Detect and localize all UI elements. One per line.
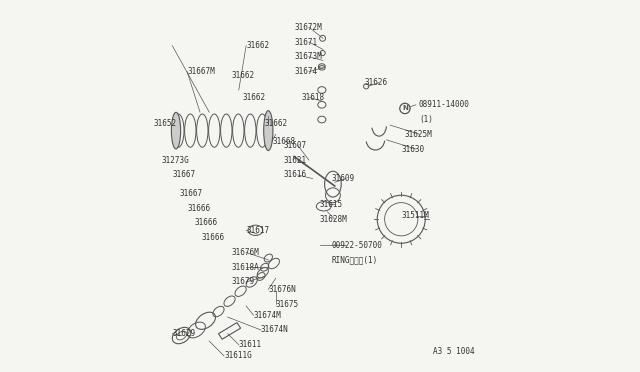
- Text: 31662: 31662: [243, 93, 266, 102]
- Text: 31611G: 31611G: [224, 351, 252, 360]
- Text: 31667: 31667: [172, 170, 195, 179]
- Text: 31628M: 31628M: [320, 215, 348, 224]
- Text: 31671: 31671: [294, 38, 317, 46]
- Text: 31676M: 31676M: [232, 248, 259, 257]
- Text: 31676N: 31676N: [268, 285, 296, 294]
- Text: 31617: 31617: [246, 226, 269, 235]
- Text: RINGリング(1): RINGリング(1): [331, 255, 378, 264]
- Text: 31674N: 31674N: [261, 326, 289, 334]
- Text: 31611: 31611: [239, 340, 262, 349]
- Ellipse shape: [264, 111, 273, 151]
- Text: 31273G: 31273G: [161, 155, 189, 165]
- Text: 31666: 31666: [202, 233, 225, 242]
- Text: 31618A: 31618A: [232, 263, 259, 272]
- Text: 31652: 31652: [154, 119, 177, 128]
- Text: 31607: 31607: [283, 141, 306, 150]
- Text: 31666: 31666: [195, 218, 218, 227]
- Text: 31626: 31626: [364, 78, 387, 87]
- Text: 31511M: 31511M: [401, 211, 429, 220]
- Text: 00922-50700: 00922-50700: [331, 241, 382, 250]
- Text: 31609: 31609: [331, 174, 354, 183]
- Text: (1): (1): [420, 115, 433, 124]
- Text: 31616: 31616: [283, 170, 306, 179]
- Text: 31667: 31667: [180, 189, 203, 198]
- Text: 31625M: 31625M: [405, 130, 433, 139]
- Text: 31618: 31618: [301, 93, 324, 102]
- Text: 08911-14000: 08911-14000: [419, 100, 470, 109]
- Text: 31615: 31615: [320, 200, 343, 209]
- Text: 31674: 31674: [294, 67, 317, 76]
- Text: 31662: 31662: [232, 71, 255, 80]
- Text: 31666: 31666: [187, 203, 210, 213]
- Text: 31674M: 31674M: [253, 311, 282, 320]
- Text: 31667M: 31667M: [187, 67, 215, 76]
- Text: 31679: 31679: [232, 278, 255, 286]
- Text: 31668: 31668: [272, 137, 295, 146]
- Text: 31672M: 31672M: [294, 23, 322, 32]
- Text: 31662: 31662: [246, 41, 269, 50]
- Text: A3 5 1004: A3 5 1004: [433, 347, 475, 356]
- Text: 31673M: 31673M: [294, 52, 322, 61]
- Text: N: N: [402, 106, 408, 112]
- Text: 31629: 31629: [172, 329, 195, 338]
- Text: 31662: 31662: [264, 119, 288, 128]
- Text: 31621: 31621: [283, 155, 306, 165]
- Ellipse shape: [172, 112, 180, 149]
- Text: 31675: 31675: [276, 300, 299, 309]
- Text: 31630: 31630: [401, 145, 424, 154]
